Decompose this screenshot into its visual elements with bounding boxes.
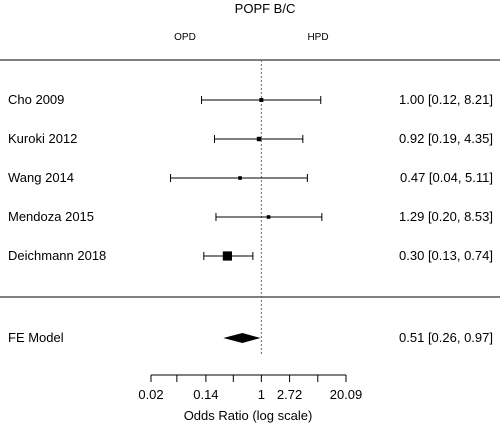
x-tick-label: 0.14 bbox=[193, 387, 218, 402]
summary-effect-text: 0.51 [0.26, 0.97] bbox=[399, 330, 493, 345]
right-group-label: HPD bbox=[307, 32, 328, 43]
study-name: Mendoza 2015 bbox=[8, 209, 94, 224]
effect-text: 1.00 [0.12, 8.21] bbox=[399, 92, 493, 107]
x-axis: 0.02 0.14 1 2.72 20.09 bbox=[138, 374, 363, 402]
study-name: Kuroki 2012 bbox=[8, 131, 77, 146]
point-estimate bbox=[259, 98, 264, 102]
point-estimate bbox=[266, 215, 271, 219]
study-rows: Cho 2009 1.00 [0.12, 8.21] Kuroki 2012 0.92… bbox=[8, 92, 493, 263]
left-group-label: OPD bbox=[174, 32, 196, 43]
x-tick-label: 0.02 bbox=[138, 387, 163, 402]
point-estimate bbox=[238, 176, 242, 180]
point-estimate bbox=[222, 251, 232, 261]
effect-text: 0.47 [0.04, 5.11] bbox=[400, 170, 493, 185]
effect-text: 0.30 [0.13, 0.74] bbox=[399, 248, 493, 263]
x-tick-label: 1 bbox=[258, 387, 265, 402]
chart-title: POPF B/C bbox=[235, 1, 296, 16]
summary-diamond bbox=[223, 333, 261, 343]
summary-row: FE Model 0.51 [0.26, 0.97] bbox=[8, 330, 493, 345]
x-axis-label: Odds Ratio (log scale) bbox=[184, 408, 313, 423]
x-tick-label: 2.72 bbox=[277, 387, 302, 402]
summary-name: FE Model bbox=[8, 330, 64, 345]
x-tick-label: 20.09 bbox=[330, 387, 363, 402]
effect-text: 0.92 [0.19, 4.35] bbox=[399, 131, 493, 146]
effect-text: 1.29 [0.20, 8.53] bbox=[399, 209, 493, 224]
study-name: Deichmann 2018 bbox=[8, 248, 106, 263]
study-name: Wang 2014 bbox=[8, 170, 74, 185]
point-estimate bbox=[256, 136, 262, 142]
study-name: Cho 2009 bbox=[8, 92, 64, 107]
